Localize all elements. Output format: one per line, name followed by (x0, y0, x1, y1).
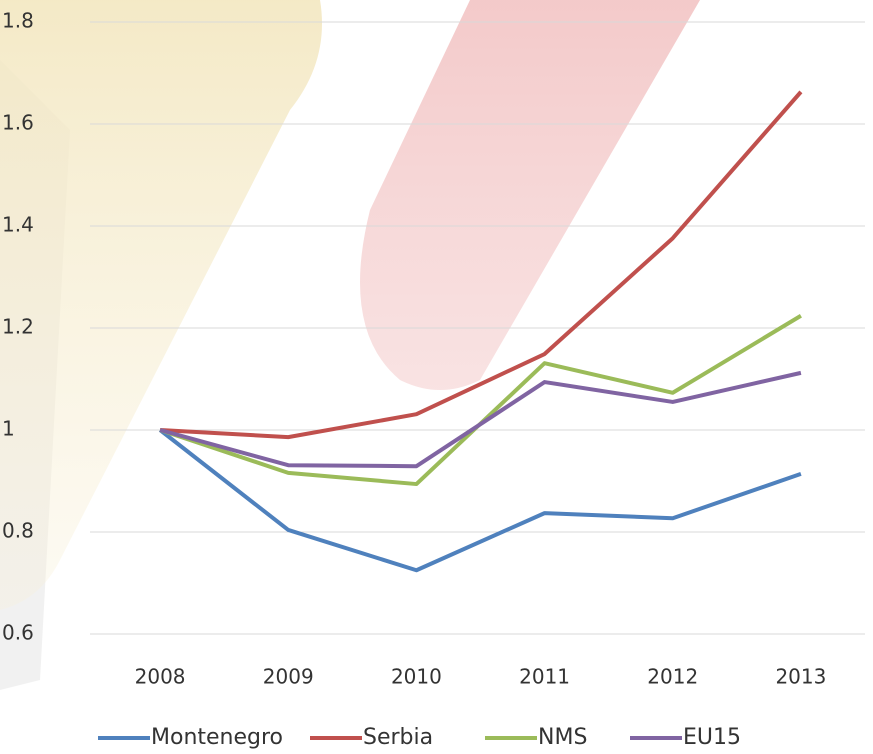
x-tick-label: 2009 (263, 665, 314, 689)
series-line (159, 90, 803, 440)
series-line (158, 428, 802, 573)
x-tick-label: 2010 (391, 665, 442, 689)
legend-label: Montenegro (151, 725, 283, 750)
y-tick-label: 1.6 (2, 111, 34, 135)
y-tick-label: 1.2 (2, 315, 34, 339)
y-tick-label: 1.8 (2, 9, 34, 33)
legend-label: NMS (538, 725, 587, 750)
legend-label: Serbia (363, 725, 433, 750)
series-line (159, 370, 802, 469)
legend-label: EU15 (683, 725, 741, 750)
y-tick-label: 0.6 (2, 621, 34, 645)
background-decor (0, 0, 700, 690)
y-tick-label: 0.8 (2, 519, 34, 543)
x-tick-label: 2013 (775, 665, 826, 689)
x-tick-label: 2011 (519, 665, 570, 689)
y-tick-label: 1.4 (2, 213, 34, 237)
x-tick-label: 2008 (135, 665, 186, 689)
y-tick-label: 1 (2, 417, 15, 441)
x-tick-label: 2012 (647, 665, 698, 689)
